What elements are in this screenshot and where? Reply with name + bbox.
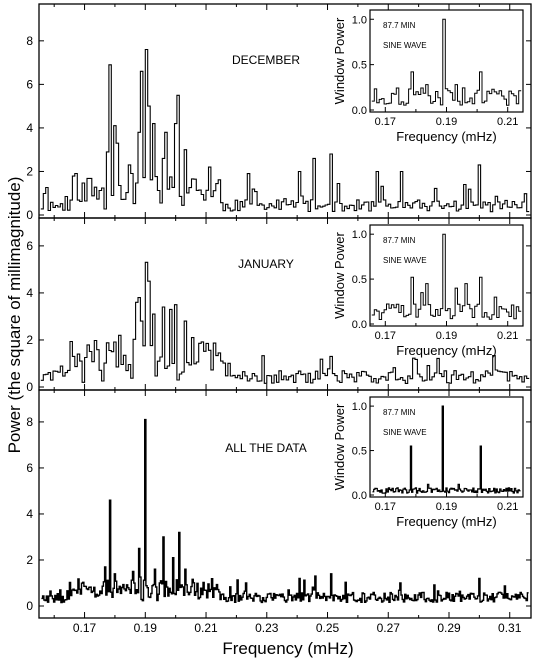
spectrum-line	[40, 48, 530, 213]
inset-x-axis-label: Frequency (mHz)	[396, 343, 496, 358]
inset-y-tick-label: 0.5	[352, 274, 367, 286]
inset-window-power: 0.0 0.5 1.0 0.17 0.19 0.21 87.7 MIN SINE WAVE Fr…	[332, 9, 524, 144]
inset-annotation-period: 87.7 MIN	[383, 21, 416, 30]
inset-annotation-sine: SINE WAVE	[383, 41, 427, 50]
x-tick-label: 0.25	[316, 621, 340, 635]
inset-x-tick-label: 0.17	[375, 501, 396, 513]
inset-window-power: 0.0 0.5 1.0 0.17 0.19 0.21 87.7 MIN SINE WAVE Fr…	[332, 224, 524, 358]
x-tick-label: 0.23	[255, 621, 279, 635]
inset-frame	[369, 9, 524, 113]
y-axis-label: Power (the square of millimagnitude)	[5, 177, 24, 454]
inset-y-axis-label: Window Power	[332, 17, 347, 104]
inset-y-axis-label: Window Power	[332, 231, 347, 318]
x-tick-label: 0.29	[437, 621, 461, 635]
y-tick-label: 2	[26, 333, 33, 347]
inset-y-tick-label: 0.5	[352, 60, 367, 72]
inset-annotation-period: 87.7 MIN	[383, 408, 416, 417]
y-tick-label: 0	[26, 599, 33, 613]
inset-annotation-sine: SINE WAVE	[383, 428, 427, 437]
inset-y-tick-label: 0.0	[352, 105, 367, 117]
panel-december: 0 2 4 6 8 DECEMBER 0.0 0.5 1.0 0.17 0.19 0.21 87.7 M…	[26, 3, 532, 222]
spectrum-line	[41, 418, 529, 604]
y-tick-label: 6	[26, 239, 33, 253]
inset-x-tick-label: 0.19	[436, 330, 457, 342]
panel-all-the-data: 0 2 4 6 8 ALL THE DATA 0.0 0.5 1.0 0.17 0.19 0.21 87…	[26, 389, 532, 619]
inset-x-tick-label: 0.17	[375, 116, 396, 128]
inset-x-tick-label: 0.21	[497, 501, 518, 513]
y-tick-label: 2	[26, 553, 33, 567]
x-tick-label: 0.31	[498, 621, 522, 635]
inset-x-axis-label: Frequency (mHz)	[396, 514, 496, 529]
inset-frame	[369, 224, 524, 327]
y-tick-label: 4	[26, 507, 33, 521]
inset-x-axis-label: Frequency (mHz)	[396, 129, 496, 144]
inset-window-power: 0.0 0.5 1.0 0.17 0.19 0.21 87.7 MIN SINE WAVE Fr…	[332, 396, 524, 529]
inset-x-tick-label: 0.21	[497, 330, 518, 342]
inset-x-tick-label: 0.19	[436, 501, 457, 513]
inset-y-tick-label: 1.0	[352, 14, 367, 26]
x-tick-label: 0.21	[194, 621, 218, 635]
panel-title: DECEMBER	[232, 53, 300, 67]
y-tick-label: 2	[26, 164, 33, 178]
x-tick-label: 0.17	[73, 621, 97, 635]
y-tick-label: 0	[26, 208, 33, 222]
inset-window-line	[372, 405, 521, 494]
y-tick-label: 6	[26, 461, 33, 475]
y-tick-label: 0	[26, 380, 33, 394]
inset-y-tick-label: 0.0	[352, 319, 367, 331]
inset-x-tick-label: 0.17	[375, 330, 396, 342]
inset-x-tick-label: 0.19	[436, 116, 457, 128]
inset-y-tick-label: 1.0	[352, 401, 367, 413]
x-tick-label: 0.19	[134, 621, 158, 635]
inset-annotation-sine: SINE WAVE	[383, 256, 427, 265]
inset-y-tick-label: 0.0	[352, 490, 367, 502]
y-tick-label: 8	[26, 415, 33, 429]
y-tick-label: 8	[26, 34, 33, 48]
inset-x-tick-label: 0.21	[497, 116, 518, 128]
inset-window-line	[371, 233, 522, 320]
y-tick-label: 4	[26, 121, 33, 135]
inset-y-tick-label: 0.5	[352, 446, 367, 458]
panel-title: JANUARY	[238, 257, 294, 271]
x-axis-label: Frequency (mHz)	[222, 639, 353, 658]
y-tick-label: 6	[26, 77, 33, 91]
inset-y-axis-label: Window Power	[332, 403, 347, 490]
inset-annotation-period: 87.7 MIN	[383, 236, 416, 245]
inset-window-line	[371, 18, 522, 106]
spectrum-line	[40, 261, 530, 384]
panel-january: 0 2 4 6 JANUARY 0.0 0.5 1.0 0.17 0.19 0.21 87.7 MIN…	[26, 217, 532, 394]
y-tick-label: 4	[26, 286, 33, 300]
x-tick-label: 0.27	[377, 621, 401, 635]
panel-title: ALL THE DATA	[225, 441, 307, 455]
inset-y-tick-label: 1.0	[352, 229, 367, 241]
panel-frame	[38, 389, 532, 619]
inset-frame	[369, 396, 524, 498]
